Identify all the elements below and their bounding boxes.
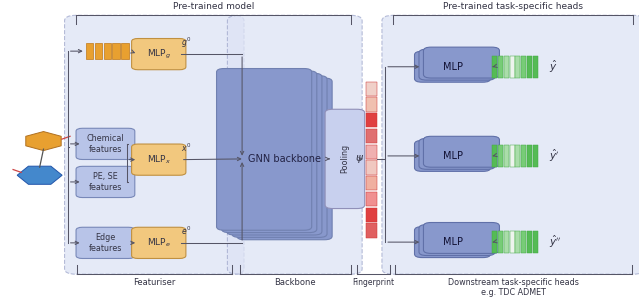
Polygon shape xyxy=(26,132,61,151)
Text: MLP: MLP xyxy=(442,237,463,247)
Text: Chemical
features: Chemical features xyxy=(86,134,124,154)
Bar xyxy=(527,56,532,78)
FancyBboxPatch shape xyxy=(232,76,327,237)
FancyBboxPatch shape xyxy=(132,227,186,258)
Text: $e^0$: $e^0$ xyxy=(181,225,191,237)
Bar xyxy=(521,145,526,167)
Bar xyxy=(532,231,538,253)
Bar xyxy=(366,176,378,190)
FancyBboxPatch shape xyxy=(132,144,186,175)
Bar xyxy=(532,56,538,78)
FancyBboxPatch shape xyxy=(382,15,640,274)
Text: $\mathrm{MLP}_x$: $\mathrm{MLP}_x$ xyxy=(147,153,171,166)
Bar xyxy=(509,56,515,78)
Bar xyxy=(498,56,503,78)
Text: Downstream task-specific heads
e.g. TDC ADMET: Downstream task-specific heads e.g. TDC … xyxy=(448,278,579,297)
FancyBboxPatch shape xyxy=(237,78,332,240)
Bar xyxy=(504,56,509,78)
Bar xyxy=(366,98,378,112)
Bar xyxy=(86,43,93,59)
FancyBboxPatch shape xyxy=(424,136,499,167)
Bar xyxy=(113,43,120,59)
Bar xyxy=(521,231,526,253)
Bar xyxy=(532,145,538,167)
Text: $\psi$: $\psi$ xyxy=(355,153,364,165)
Text: Pre-trained model: Pre-trained model xyxy=(173,2,254,11)
Bar xyxy=(122,43,129,59)
Text: Pooling: Pooling xyxy=(340,144,349,173)
Bar xyxy=(521,56,526,78)
Bar xyxy=(366,145,378,159)
FancyBboxPatch shape xyxy=(419,225,495,255)
Bar xyxy=(509,145,515,167)
Bar xyxy=(104,43,111,59)
FancyBboxPatch shape xyxy=(419,49,495,80)
Text: GNN backbone: GNN backbone xyxy=(248,154,321,164)
FancyBboxPatch shape xyxy=(325,109,365,208)
FancyBboxPatch shape xyxy=(216,68,312,230)
Bar xyxy=(515,231,520,253)
Text: PE, SE
features: PE, SE features xyxy=(89,172,122,191)
Bar xyxy=(95,43,102,59)
Bar xyxy=(498,145,503,167)
FancyBboxPatch shape xyxy=(76,227,135,258)
FancyBboxPatch shape xyxy=(415,227,490,258)
Bar xyxy=(492,145,497,167)
Bar xyxy=(366,113,378,127)
Text: $\hat{y}$: $\hat{y}$ xyxy=(548,58,557,75)
FancyBboxPatch shape xyxy=(415,141,490,171)
FancyBboxPatch shape xyxy=(227,15,362,274)
Bar xyxy=(492,56,497,78)
Bar xyxy=(527,231,532,253)
Bar xyxy=(515,145,520,167)
Text: $\mathrm{MLP}_e$: $\mathrm{MLP}_e$ xyxy=(147,237,171,249)
FancyBboxPatch shape xyxy=(424,47,499,78)
Text: Edge
features: Edge features xyxy=(89,233,122,253)
FancyBboxPatch shape xyxy=(415,51,490,82)
FancyBboxPatch shape xyxy=(132,38,186,70)
FancyBboxPatch shape xyxy=(76,128,135,159)
Text: Featuriser: Featuriser xyxy=(133,278,176,287)
Bar xyxy=(366,208,378,222)
Bar xyxy=(515,56,520,78)
FancyBboxPatch shape xyxy=(221,71,317,233)
FancyBboxPatch shape xyxy=(65,15,244,274)
FancyBboxPatch shape xyxy=(419,138,495,169)
Text: Fingerprint: Fingerprint xyxy=(353,278,395,287)
Bar xyxy=(504,145,509,167)
Bar xyxy=(366,224,378,238)
Bar xyxy=(527,145,532,167)
Polygon shape xyxy=(17,166,62,184)
FancyBboxPatch shape xyxy=(76,166,135,198)
Bar xyxy=(366,129,378,143)
Bar xyxy=(504,231,509,253)
Text: $g^0$: $g^0$ xyxy=(181,36,192,50)
Bar xyxy=(498,231,503,253)
Bar xyxy=(366,161,378,175)
FancyBboxPatch shape xyxy=(227,73,322,235)
Text: $\hat{y}''$: $\hat{y}''$ xyxy=(548,234,561,250)
Bar xyxy=(366,82,378,96)
Text: $\hat{y}'$: $\hat{y}'$ xyxy=(548,148,559,164)
Text: $\mathrm{MLP}_g$: $\mathrm{MLP}_g$ xyxy=(147,48,171,61)
Text: $x^0$: $x^0$ xyxy=(181,141,191,154)
Bar xyxy=(492,231,497,253)
Bar xyxy=(509,231,515,253)
Text: MLP: MLP xyxy=(442,151,463,161)
Text: Backbone: Backbone xyxy=(275,278,316,287)
Text: Pre-trained task-specific heads: Pre-trained task-specific heads xyxy=(443,2,583,11)
Text: MLP: MLP xyxy=(442,62,463,72)
Bar xyxy=(366,192,378,206)
FancyBboxPatch shape xyxy=(424,222,499,253)
